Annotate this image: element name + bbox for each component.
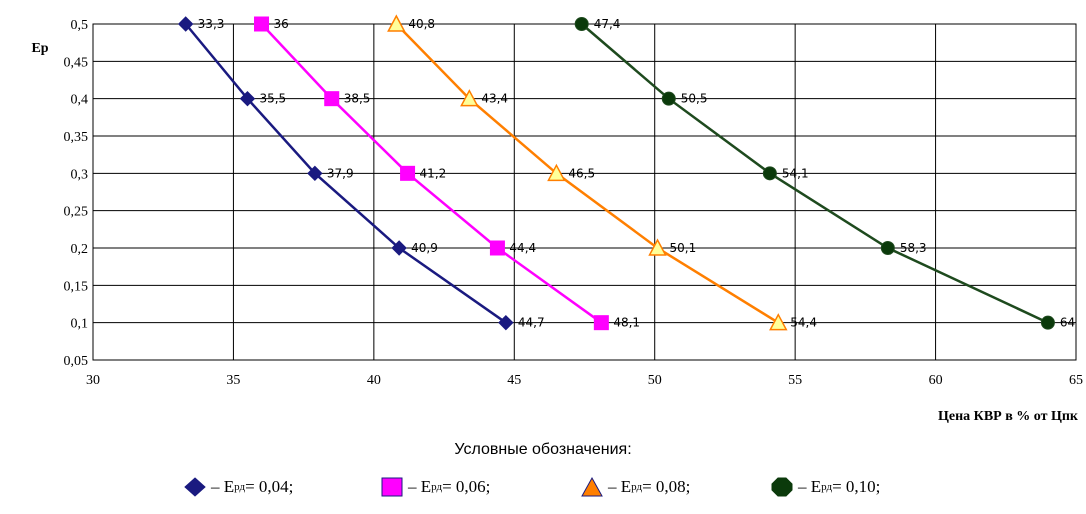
data-point-circle (574, 17, 589, 31)
x-tick-label: 35 (226, 373, 240, 388)
data-label: 54,1 (782, 166, 809, 180)
data-point-triangle (387, 14, 406, 32)
x-tick-label: 65 (1069, 373, 1083, 388)
data-label: 35,5 (259, 92, 286, 106)
data-point-triangle (460, 89, 479, 107)
line-chart: 0,05 0,1 0,15 0,2 0,25 0,3 0,35 0,4 0,45 0,5 30 35 4… (31, 14, 1084, 424)
data-point-square (254, 16, 270, 32)
data-label: 48,1 (613, 316, 640, 330)
data-point-square (489, 240, 505, 256)
legend-suffix: = 0,06; (442, 477, 491, 496)
legend-prefix: – E (408, 477, 432, 496)
data-label: 40,8 (408, 17, 435, 31)
legend-sub: рд (431, 481, 443, 493)
data-label: 54,4 (790, 316, 817, 330)
y-tick-label: 0,1 (71, 317, 89, 332)
y-tick-label: 0,45 (64, 55, 89, 70)
data-label: 33,3 (198, 17, 225, 31)
data-point-circle (762, 166, 777, 181)
data-point-diamond (177, 16, 194, 32)
y-tick-label: 0,4 (71, 93, 89, 108)
data-label: 64 (1060, 316, 1075, 330)
data-label: 47,4 (594, 17, 621, 31)
y-tick-label: 0,5 (71, 18, 89, 33)
data-point-circle (1040, 315, 1055, 330)
data-point-diamond (391, 240, 407, 256)
legend-suffix: = 0,04; (245, 477, 294, 496)
data-point-diamond (239, 90, 256, 107)
y-tick-label: 0,15 (64, 279, 89, 294)
axes: 0,05 0,1 0,15 0,2 0,25 0,3 0,35 0,4 0,45 0,5 30 35 4… (64, 18, 1084, 388)
x-axis-title: Цена КВР в % от Цпк (938, 409, 1079, 424)
y-tick-label: 0,2 (71, 242, 89, 257)
data-point-circle (661, 91, 676, 106)
y-tick-label: 0,05 (64, 354, 89, 369)
data-label: 43,4 (481, 92, 508, 106)
legend-sub: рд (234, 481, 246, 493)
legend-sub: рд (631, 481, 643, 493)
data-label: 41,2 (420, 166, 447, 180)
data-label: 44,7 (518, 316, 545, 330)
series-group: 33,335,537,940,944,73638,541,244,448,140… (177, 14, 1075, 331)
diamond-icon (184, 477, 206, 497)
data-point-triangle (547, 163, 566, 182)
legend-suffix: = 0,10; (832, 477, 881, 496)
data-point-triangle (769, 313, 788, 331)
series-4: 47,4 50,5 54,1 58,3 64 (574, 17, 1075, 330)
legend-title: Условные обозначения: (454, 441, 632, 458)
legend-prefix: – E (608, 477, 632, 496)
y-tick-label: 0,35 (64, 130, 89, 145)
data-label: 37,9 (327, 166, 354, 180)
legend-sub: рд (821, 481, 833, 493)
x-tick-label: 40 (367, 373, 381, 388)
square-icon (381, 477, 403, 497)
octagon-icon (771, 477, 793, 497)
series-2: 36 38,5 41,2 44,4 48,1 (254, 16, 640, 331)
data-point-square (593, 315, 609, 331)
data-label: 46,5 (568, 166, 595, 180)
legend-prefix: – E (798, 477, 822, 496)
data-label: 58,3 (900, 241, 927, 255)
y-axis-title: Ер (31, 41, 48, 56)
data-label: 50,1 (670, 241, 697, 255)
data-label: 40,9 (411, 241, 438, 255)
y-tick-label: 0,3 (71, 167, 89, 182)
y-tick-label: 0,25 (64, 205, 89, 220)
triangle-icon (581, 476, 603, 497)
data-point-diamond (307, 165, 323, 182)
data-point-triangle (648, 238, 667, 256)
legend-suffix: = 0,08; (642, 477, 691, 496)
data-label: 50,5 (681, 92, 708, 106)
data-label: 38,5 (344, 92, 371, 106)
data-label: 36 (274, 17, 289, 31)
data-point-circle (880, 241, 895, 255)
x-tick-label: 60 (929, 373, 943, 388)
series-1: 33,3 35,5 37,9 40,9 44,7 (177, 16, 545, 331)
series-3: 40,8 43,4 46,5 50,1 54,4 (387, 14, 817, 331)
data-point-diamond (498, 314, 514, 331)
data-point-square (400, 165, 416, 181)
x-tick-label: 50 (648, 373, 662, 388)
data-label: 44,4 (509, 241, 536, 255)
x-tick-label: 30 (86, 373, 100, 388)
data-point-square (324, 91, 340, 107)
legend-prefix: – E (211, 477, 235, 496)
x-tick-label: 55 (788, 373, 802, 388)
x-tick-label: 45 (507, 373, 521, 388)
